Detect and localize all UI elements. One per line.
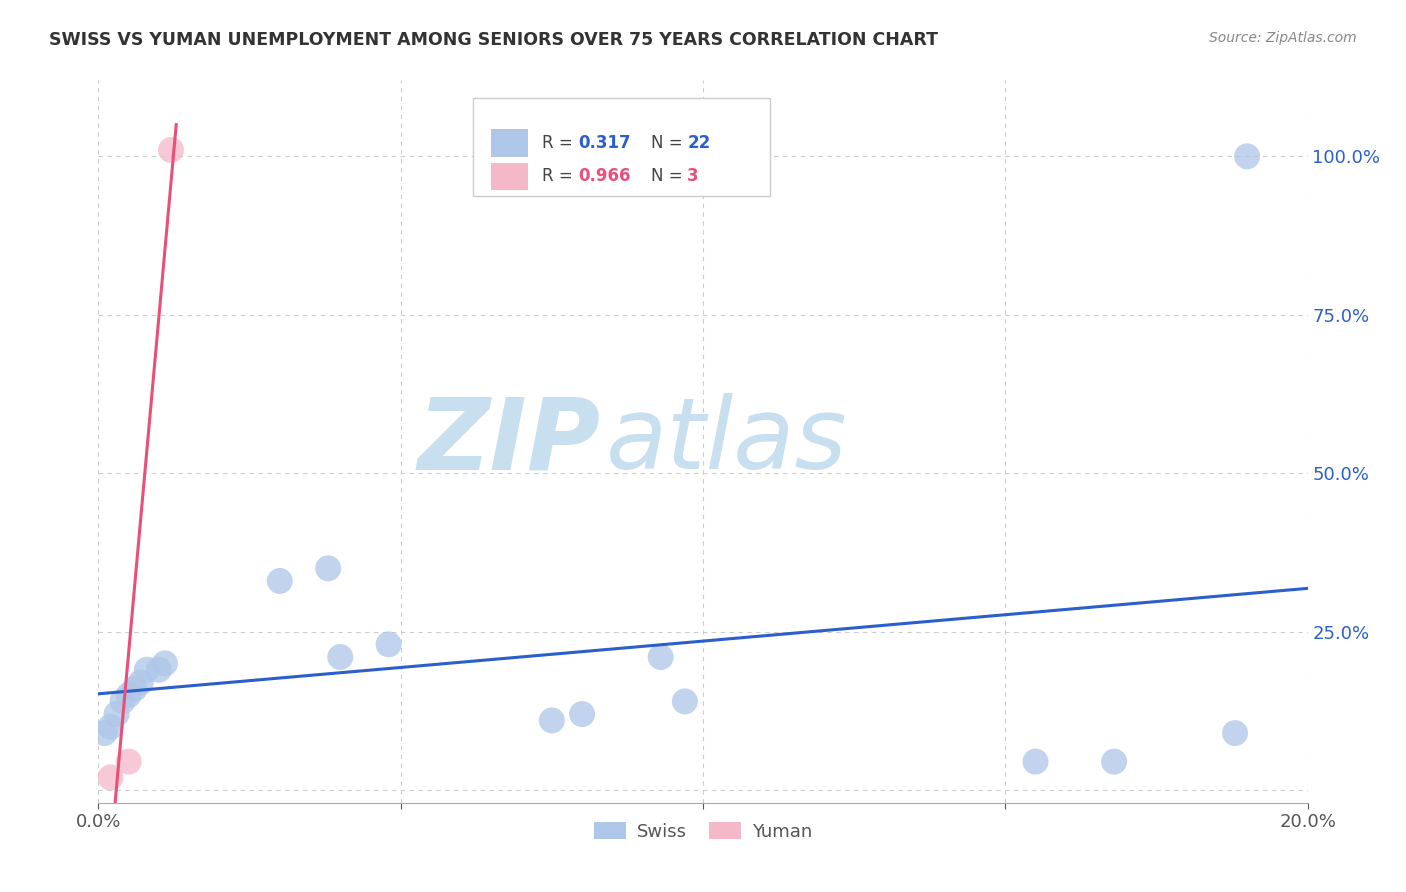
Point (135, 663, 157, 677)
Point (1236, 149, 1258, 163)
FancyBboxPatch shape (474, 98, 769, 196)
Point (105, 707, 128, 722)
Text: N =: N = (651, 168, 688, 186)
Point (329, 650, 352, 665)
Point (269, 574, 291, 588)
Point (1102, 755, 1125, 769)
Point (377, 637, 399, 651)
Point (118, 755, 141, 769)
Point (129, 675, 152, 690)
Point (100, 771, 122, 785)
Text: Source: ZipAtlas.com: Source: ZipAtlas.com (1209, 31, 1357, 45)
Point (100, 720, 122, 734)
Point (673, 694, 696, 708)
FancyBboxPatch shape (492, 162, 527, 190)
Point (160, 143, 183, 157)
Text: 0.317: 0.317 (578, 134, 631, 153)
Point (124, 681, 146, 696)
Text: atlas: atlas (606, 393, 848, 490)
Text: 22: 22 (688, 134, 710, 153)
Point (148, 663, 170, 677)
Text: N =: N = (651, 134, 688, 153)
Point (1024, 755, 1046, 769)
Point (153, 657, 176, 671)
Y-axis label: Unemployment Among Seniors over 75 years: Unemployment Among Seniors over 75 years (0, 268, 7, 615)
Text: R =: R = (543, 134, 578, 153)
Text: SWISS VS YUMAN UNEMPLOYMENT AMONG SENIORS OVER 75 YEARS CORRELATION CHART: SWISS VS YUMAN UNEMPLOYMENT AMONG SENIOR… (49, 31, 938, 49)
Text: 3: 3 (688, 168, 699, 186)
Point (571, 707, 593, 722)
Point (540, 714, 562, 728)
Point (316, 561, 339, 575)
Text: R =: R = (543, 168, 578, 186)
Text: 0.966: 0.966 (578, 168, 631, 186)
FancyBboxPatch shape (492, 129, 527, 157)
Point (93, 726, 115, 740)
Point (1223, 726, 1246, 740)
Legend: Swiss, Yuman: Swiss, Yuman (586, 814, 820, 848)
Text: ZIP: ZIP (418, 393, 600, 490)
Point (118, 688, 141, 702)
Point (650, 650, 672, 665)
Point (111, 694, 134, 708)
